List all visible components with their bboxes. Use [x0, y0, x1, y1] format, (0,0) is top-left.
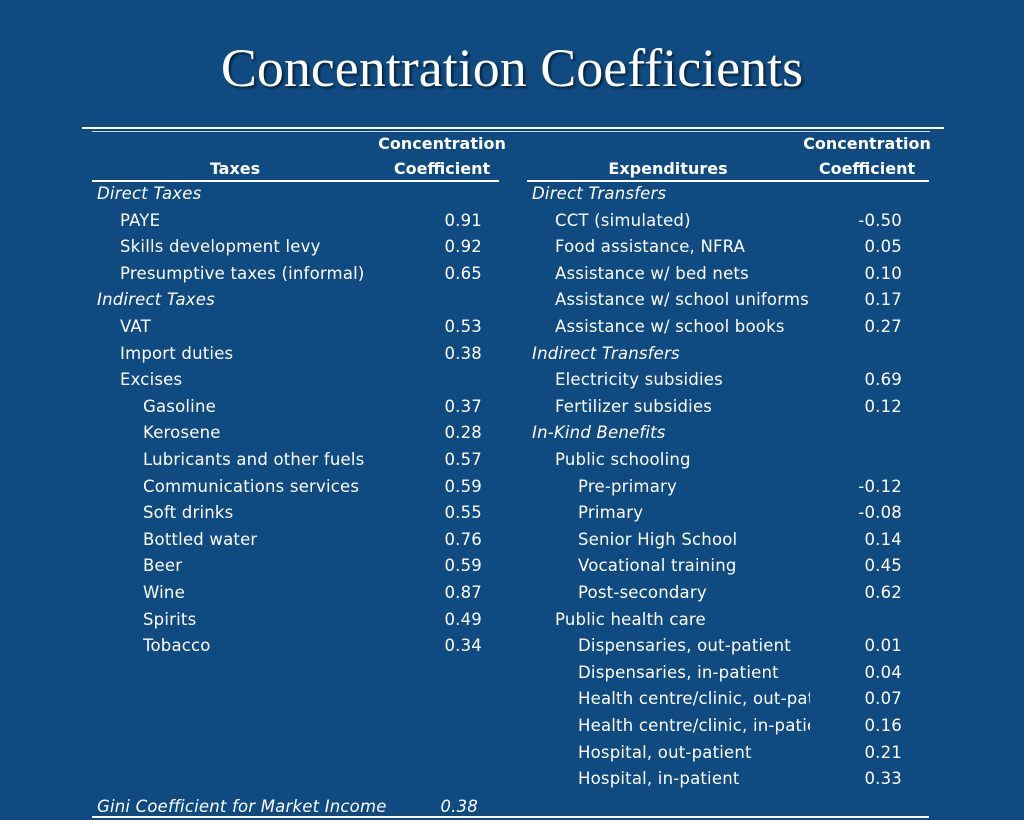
- expenditures-row-value: 0.04: [864, 662, 902, 682]
- expenditures-row-value: -0.50: [858, 210, 902, 230]
- expenditures-row-label: Dispensaries, out-patient: [578, 636, 791, 656]
- expenditures-row-label: Direct Transfers: [532, 184, 667, 203]
- expenditures-header: Expenditures: [608, 159, 728, 178]
- taxes-row-label: Spirits: [143, 609, 197, 629]
- gini-value: 0.38: [440, 797, 478, 816]
- expenditures-row-value: -0.12: [858, 476, 902, 496]
- taxes-row-label: Gasoline: [143, 396, 216, 416]
- taxes-row-value: 0.55: [444, 503, 482, 523]
- expenditures-row-label: Hospital, in-patient: [578, 769, 740, 789]
- taxes-row-label: Kerosene: [143, 423, 221, 443]
- taxes-row-label: VAT: [120, 317, 151, 336]
- expenditures-row-label: Public schooling: [555, 450, 691, 469]
- expenditures-row-value: 0.69: [864, 370, 902, 390]
- exp-coef-header-line1: Concentration: [803, 134, 931, 153]
- table-bottom-rule: [92, 816, 929, 818]
- expenditures-row-label: Fertilizer subsidies: [555, 396, 713, 416]
- taxes-row-value: 0.76: [444, 529, 482, 549]
- expenditures-row-value: 0.21: [864, 742, 902, 762]
- taxes-row-label: Lubricants and other fuels: [143, 450, 365, 469]
- expenditures-row-value: 0.17: [864, 290, 902, 310]
- taxes-row-label: Beer: [143, 556, 183, 576]
- taxes-row-value: 0.49: [444, 609, 482, 629]
- expenditures-row-label: Dispensaries, in-patient: [578, 662, 779, 682]
- taxes-row-value: 0.57: [444, 450, 482, 469]
- expenditures-header-rule: [527, 180, 929, 182]
- expenditures-row-label: Post-secondary: [578, 583, 707, 602]
- taxes-row-value: 0.38: [444, 343, 482, 363]
- expenditures-row-label: In-Kind Benefits: [532, 423, 666, 443]
- exp-coef-header-line2: Coefficient: [818, 159, 916, 178]
- taxes-row-label: Presumptive taxes (informal): [120, 263, 365, 283]
- expenditures-row-label: Indirect Transfers: [532, 343, 680, 363]
- taxes-row-value: 0.87: [444, 583, 482, 602]
- taxes-row-label: Indirect Taxes: [97, 290, 215, 310]
- expenditures-row-value: 0.16: [864, 716, 902, 735]
- expenditures-row-value: 0.62: [864, 583, 902, 602]
- expenditures-row-label: Food assistance, NFRA: [555, 237, 746, 257]
- expenditures-row-value: 0.14: [864, 529, 902, 549]
- taxes-row-label: Excises: [120, 370, 183, 390]
- taxes-row-value: 0.59: [444, 476, 482, 496]
- expenditures-row-label: Vocational training: [578, 556, 737, 576]
- taxes-row-label: Communications services: [143, 476, 360, 496]
- taxes-row-label: Direct Taxes: [97, 184, 202, 203]
- taxes-row-value: 0.28: [444, 423, 482, 443]
- taxes-row-label: Tobacco: [143, 636, 211, 656]
- taxes-row-value: 0.65: [444, 263, 482, 283]
- taxes-row-label: Bottled water: [143, 529, 258, 549]
- expenditures-row-value: 0.07: [864, 689, 902, 709]
- expenditures-row-value: 0.27: [864, 317, 902, 336]
- taxes-row-value: 0.37: [444, 396, 482, 416]
- taxes-row-value: 0.59: [444, 556, 482, 576]
- expenditures-row-value: 0.12: [864, 396, 902, 416]
- expenditures-row-label: Health centre/clinic, in-patient: [578, 716, 810, 735]
- expenditures-row-label: Primary: [578, 503, 644, 523]
- taxes-row-label: Wine: [143, 583, 185, 602]
- expenditures-row-value: 0.05: [864, 237, 902, 257]
- expenditures-row-value: 0.33: [864, 769, 902, 789]
- expenditures-row-value: -0.08: [858, 503, 902, 523]
- expenditures-row-label: CCT (simulated): [555, 210, 691, 230]
- expenditures-row-value: 0.01: [864, 636, 902, 656]
- taxes-row-value: 0.34: [444, 636, 482, 656]
- page-title: Concentration Coefficients: [220, 38, 804, 98]
- expenditures-row-label: Health centre/clinic, out-patient: [578, 689, 810, 709]
- expenditures-row-label: Public health care: [555, 609, 706, 629]
- expenditures-row-label: Electricity subsidies: [555, 370, 723, 390]
- taxes-row-value: 0.92: [444, 237, 482, 257]
- taxes-row-label: Import duties: [120, 343, 234, 363]
- table-top-rule: [82, 127, 944, 129]
- expenditures-row-label: Assistance w/ school uniforms: [555, 290, 809, 310]
- taxes-header: Taxes: [209, 159, 261, 178]
- taxes-row-label: Soft drinks: [143, 503, 234, 523]
- gini-label: Gini Coefficient for Market Income: [97, 797, 387, 816]
- taxes-coef-header-line1: Concentration: [378, 134, 506, 153]
- taxes-header-rule: [92, 180, 499, 182]
- expenditures-row-label: Assistance w/ bed nets: [555, 263, 749, 283]
- expenditures-row-label: Pre-primary: [578, 476, 677, 496]
- taxes-row-value: 0.53: [444, 317, 482, 336]
- taxes-coef-header-line2: Coefficient: [393, 159, 491, 178]
- taxes-row-label: PAYE: [120, 210, 161, 230]
- table-top-rule-thin: [92, 131, 930, 132]
- taxes-row-value: 0.91: [444, 210, 482, 230]
- expenditures-row-value: 0.45: [864, 556, 902, 576]
- expenditures-row-value: 0.10: [864, 263, 902, 283]
- expenditures-row-label: Assistance w/ school books: [555, 317, 785, 336]
- taxes-row-label: Skills development levy: [120, 237, 321, 257]
- expenditures-row-label: Senior High School: [578, 529, 738, 549]
- expenditures-row-label: Hospital, out-patient: [578, 742, 752, 762]
